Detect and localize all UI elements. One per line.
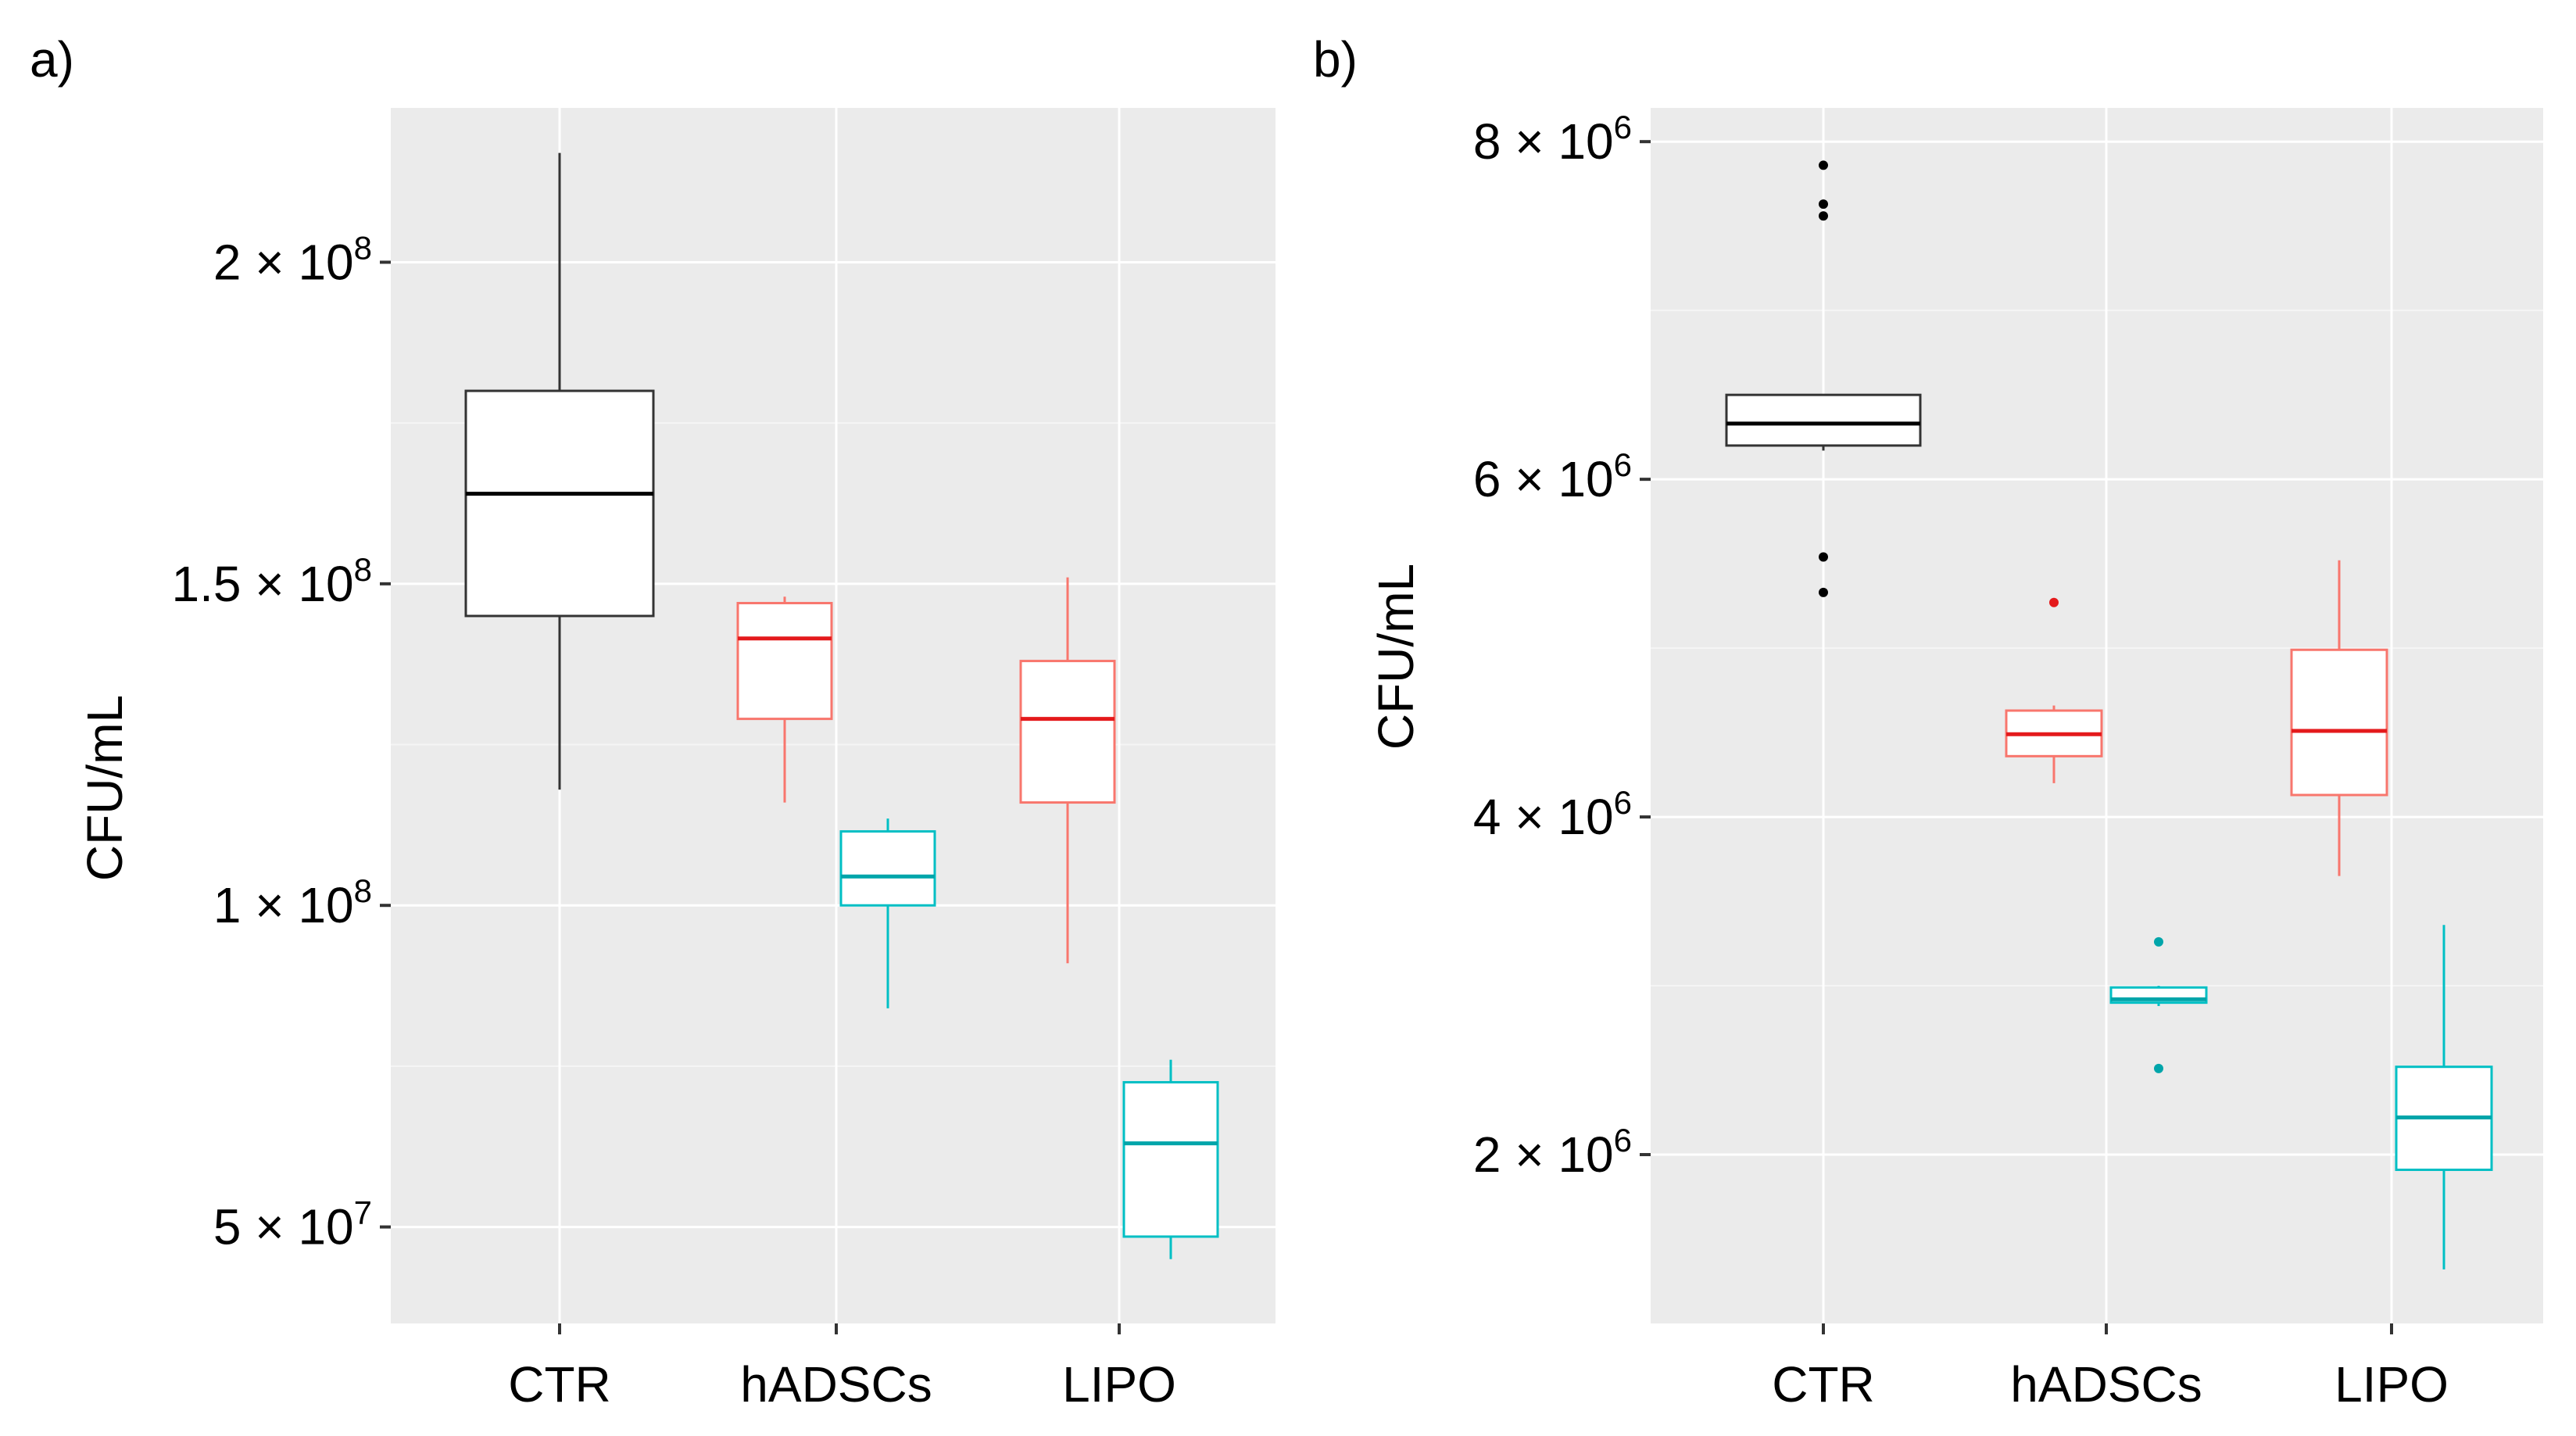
- box-lipo-red: [2290, 560, 2388, 876]
- box-body: [2290, 648, 2388, 797]
- outlier-point: [1819, 160, 1828, 170]
- box-ctr: [464, 152, 655, 790]
- outlier-point: [1819, 552, 1828, 562]
- panel-b-label: b): [1313, 31, 1358, 88]
- panel-b-y-axis: 8 × 106 6 × 106 4 × 106 2 × 106: [1473, 109, 1651, 1183]
- y-tick-label: 6 × 106: [1473, 446, 1632, 507]
- box-lipo-red: [1019, 577, 1116, 964]
- panel-b-boxes: [1725, 160, 2493, 1269]
- outlier-point: [2154, 1063, 2163, 1073]
- outlier-point: [1819, 199, 1828, 209]
- x-tick-label-hadscs: hADSCs: [740, 1356, 932, 1413]
- box-body: [736, 602, 833, 721]
- y-tick-label: 4 × 106: [1473, 784, 1632, 845]
- box-body: [1122, 1080, 1219, 1238]
- outlier-point: [1819, 587, 1828, 597]
- panel-b-y-axis-title: CFU/mL: [1368, 564, 1424, 750]
- y-tick-label: 2 × 108: [213, 229, 372, 290]
- panel-a-y-axis-title: CFU/mL: [77, 695, 133, 881]
- y-tick-label: 8 × 106: [1473, 109, 1632, 170]
- x-tick-label-hadscs: hADSCs: [2010, 1356, 2202, 1413]
- panel-b-x-axis: CTR hADSCs LIPO: [1772, 1323, 2449, 1413]
- y-tick-label: 5 × 107: [213, 1194, 372, 1255]
- box-ctr: [1725, 160, 1922, 597]
- box-body: [839, 830, 936, 907]
- panel-a-y-axis: 2 × 108 1.5 × 108 1 × 108 5 × 107: [172, 229, 391, 1255]
- y-tick-label: 2 × 106: [1473, 1122, 1632, 1183]
- panel-b: b) 8 × 106 6 × 106 4 × 106 2 × 106 CTR hADSC…: [1313, 31, 2543, 1413]
- outlier-point: [1819, 211, 1828, 221]
- outlier-point: [2049, 597, 2059, 607]
- panel-a-x-axis: CTR hADSCs LIPO: [508, 1323, 1176, 1413]
- box-hadscs-teal: [839, 818, 936, 1008]
- x-tick-label-ctr: CTR: [508, 1356, 611, 1413]
- panel-a-label: a): [30, 31, 74, 88]
- box-body: [1019, 660, 1116, 804]
- x-tick-label-lipo: LIPO: [2334, 1356, 2449, 1413]
- box-body: [1725, 393, 1922, 447]
- y-tick-label: 1 × 108: [213, 872, 372, 933]
- box-hadscs-teal: [2109, 936, 2208, 1073]
- box-body: [464, 389, 655, 618]
- outlier-point: [2154, 936, 2163, 947]
- panel-a: a) 2 × 108 1.5 × 108 1 × 108 5 × 107 CTR hAD…: [30, 31, 1275, 1413]
- box-lipo-teal: [2395, 925, 2493, 1269]
- x-tick-label-lipo: LIPO: [1062, 1356, 1176, 1413]
- box-hadscs-red: [2005, 597, 2103, 783]
- y-tick-label: 1.5 × 108: [172, 551, 372, 612]
- panel-b-gridlines: [1651, 108, 2543, 1323]
- x-tick-label-ctr: CTR: [1772, 1356, 1875, 1413]
- panel-a-boxes: [464, 152, 1219, 1259]
- box-hadscs-red: [736, 596, 833, 803]
- box-lipo-teal: [1122, 1059, 1219, 1259]
